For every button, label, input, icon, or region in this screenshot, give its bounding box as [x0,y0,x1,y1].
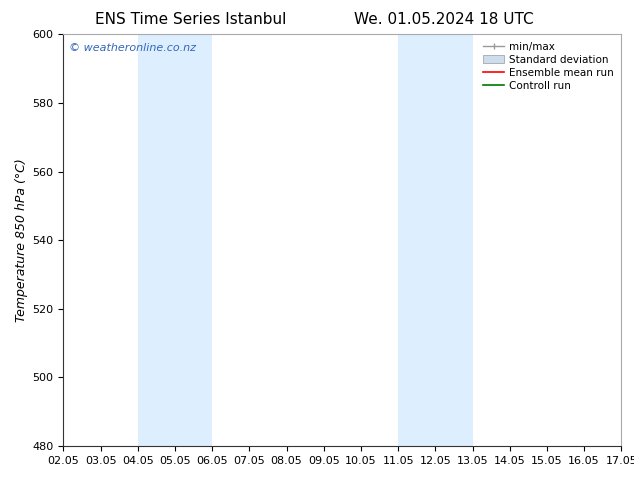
Bar [138,34,212,446]
Text: © weatheronline.co.nz: © weatheronline.co.nz [69,43,196,52]
Y-axis label: Temperature 850 hPa (°C): Temperature 850 hPa (°C) [15,158,29,322]
Text: We. 01.05.2024 18 UTC: We. 01.05.2024 18 UTC [354,12,534,27]
Text: ENS Time Series Istanbul: ENS Time Series Istanbul [94,12,286,27]
Bar [398,34,472,446]
Legend: min/max, Standard deviation, Ensemble mean run, Controll run: min/max, Standard deviation, Ensemble me… [479,37,618,95]
